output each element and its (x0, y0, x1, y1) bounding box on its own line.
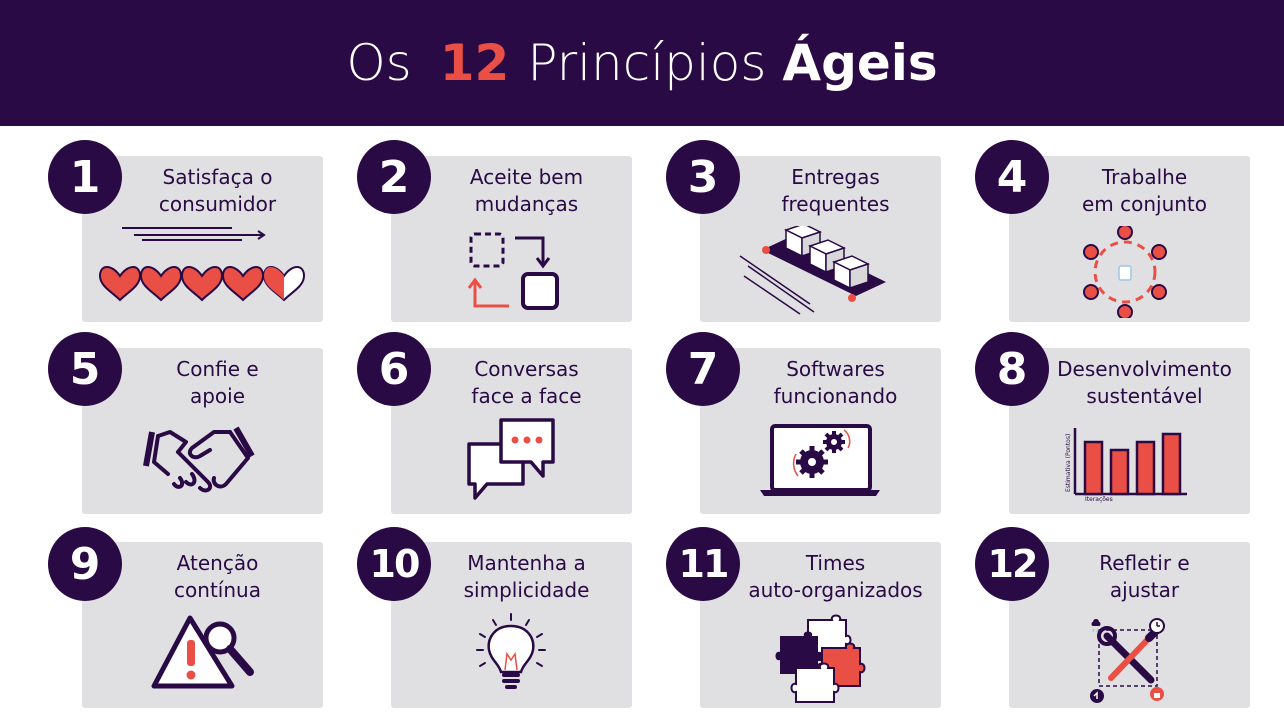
principle-badge-9: 9 (48, 527, 122, 601)
principle-card-11: Times auto-organizados (700, 542, 941, 708)
principle-title-line1: Mantenha a (467, 551, 586, 575)
title-principios: Princípios (527, 34, 767, 92)
team-table-icon (1009, 226, 1250, 318)
principle-card-7: Softwares funcionando (700, 348, 941, 514)
handshake-icon (82, 418, 323, 510)
principle-title-line2: contínua (174, 578, 261, 602)
principle-title-line1: Atenção (176, 551, 259, 575)
principle-title-line1: Times (805, 551, 866, 575)
principle-title-line1: Confie e (176, 357, 259, 381)
principle-badge-12: 12 (975, 527, 1049, 601)
principle-card-9: Atenção contínua (82, 542, 323, 708)
principle-badge-8: 8 (975, 332, 1049, 406)
principle-card-4: Trabalhe em conjunto (1009, 156, 1250, 322)
principle-card-10: Mantenha a simplicidade (391, 542, 632, 708)
puzzle-icon (700, 612, 941, 704)
principle-title-line1: Desenvolvimento (1057, 357, 1232, 381)
header-banner: Os 12 Princípios Ágeis (0, 0, 1284, 126)
principle-title-line2: face a face (471, 384, 582, 408)
principle-card-5: Confie e apoie (82, 348, 323, 514)
principle-title-line1: Aceite bem (469, 165, 584, 189)
title-number: 12 (439, 34, 510, 92)
principle-title-line2: frequentes (781, 192, 890, 216)
chart-ylabel: Estimativa (Pontos) (1065, 434, 1072, 492)
title-os: Os (346, 34, 412, 92)
principle-card-8: Desenvolvimento sustentável Estimativa (P… (1009, 348, 1250, 514)
principle-badge-4: 4 (975, 140, 1049, 214)
principle-badge-10: 10 (357, 527, 431, 601)
principle-title-line2: sustentável (1086, 384, 1203, 408)
principle-badge-11: 11 (666, 527, 740, 601)
principle-title-line2: simplicidade (463, 578, 590, 602)
chart-xlabel: Iterações (1085, 496, 1113, 503)
principle-badge-1: 1 (48, 140, 122, 214)
principle-title-line2: consumidor (158, 192, 277, 216)
principle-title-line1: Conversas (474, 357, 579, 381)
principle-card-1: Satisfaça o consumidor (82, 156, 323, 322)
change-arrows-icon (391, 226, 632, 318)
principle-badge-7: 7 (666, 332, 740, 406)
principle-title-line2: funcionando (773, 384, 898, 408)
principle-title-line1: Entregas (791, 165, 880, 189)
principle-badge-6: 6 (357, 332, 431, 406)
principle-title-line1: Trabalhe (1101, 165, 1188, 189)
bar-chart-icon: Estimativa (Pontos) Iterações (1009, 418, 1250, 510)
principle-title-line1: Softwares (786, 357, 885, 381)
principle-title-line2: mudanças (474, 192, 579, 216)
page-title: Os 12 Princípios Ágeis (346, 34, 937, 92)
principle-title-line2: auto-organizados (748, 578, 923, 602)
title-ageis: Ágeis (782, 34, 938, 92)
tools-icon (1009, 612, 1250, 704)
chat-bubbles-icon (391, 418, 632, 510)
principle-title-line2: em conjunto (1081, 192, 1208, 216)
principle-badge-3: 3 (666, 140, 740, 214)
principle-card-2: Aceite bem mudanças (391, 156, 632, 322)
hearts-rating-icon (82, 226, 323, 318)
principle-card-3: Entregas frequentes (700, 156, 941, 322)
laptop-gears-icon (700, 418, 941, 510)
principle-title-line2: apoie (189, 384, 246, 408)
lightbulb-icon (391, 612, 632, 704)
principle-badge-2: 2 (357, 140, 431, 214)
principle-title-line2: ajustar (1109, 578, 1180, 602)
principle-title-line1: Refletir e (1099, 551, 1190, 575)
principle-card-6: Conversas face a face (391, 348, 632, 514)
principle-card-12: Refletir e ajustar (1009, 542, 1250, 708)
principle-title-line1: Satisfaça o (162, 165, 273, 189)
warning-magnifier-icon (82, 612, 323, 704)
conveyor-boxes-icon (700, 226, 941, 318)
principle-badge-5: 5 (48, 332, 122, 406)
